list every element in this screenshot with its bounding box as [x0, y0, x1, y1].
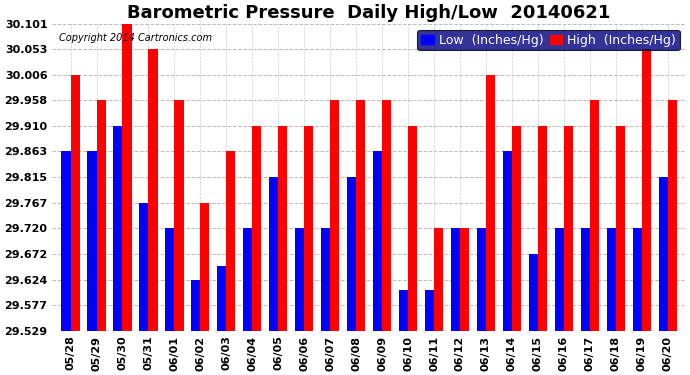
Bar	[175, 100, 184, 331]
Bar	[503, 152, 512, 331]
Bar	[555, 228, 564, 331]
Bar	[382, 100, 391, 331]
Bar	[512, 126, 521, 331]
Bar	[642, 50, 651, 331]
Bar	[191, 280, 200, 331]
Bar	[217, 266, 226, 331]
Bar	[538, 126, 547, 331]
Bar	[477, 228, 486, 331]
Bar	[633, 228, 642, 331]
Bar	[295, 228, 304, 331]
Bar	[590, 100, 599, 331]
Bar	[607, 228, 615, 331]
Bar	[123, 24, 132, 331]
Bar	[278, 126, 287, 331]
Bar	[460, 228, 469, 331]
Title: Barometric Pressure  Daily High/Low  20140621: Barometric Pressure Daily High/Low 20140…	[128, 4, 611, 22]
Bar	[486, 75, 495, 331]
Text: Copyright 2014 Cartronics.com: Copyright 2014 Cartronics.com	[59, 33, 212, 43]
Bar	[88, 152, 97, 331]
Bar	[97, 100, 106, 331]
Bar	[148, 50, 157, 331]
Bar	[347, 177, 356, 331]
Bar	[304, 126, 313, 331]
Bar	[200, 203, 210, 331]
Bar	[356, 100, 365, 331]
Bar	[321, 228, 331, 331]
Bar	[331, 100, 339, 331]
Bar	[253, 126, 262, 331]
Bar	[434, 228, 443, 331]
Bar	[581, 228, 590, 331]
Bar	[425, 290, 434, 331]
Bar	[61, 152, 70, 331]
Bar	[226, 152, 235, 331]
Bar	[529, 254, 538, 331]
Bar	[564, 126, 573, 331]
Bar	[269, 177, 278, 331]
Bar	[113, 126, 123, 331]
Bar	[139, 203, 148, 331]
Bar	[373, 152, 382, 331]
Bar	[399, 290, 408, 331]
Bar	[166, 228, 175, 331]
Bar	[658, 177, 668, 331]
Legend: Low  (Inches/Hg), High  (Inches/Hg): Low (Inches/Hg), High (Inches/Hg)	[417, 30, 680, 51]
Bar	[70, 75, 79, 331]
Bar	[243, 228, 253, 331]
Bar	[408, 126, 417, 331]
Bar	[668, 100, 677, 331]
Bar	[451, 228, 460, 331]
Bar	[615, 126, 625, 331]
